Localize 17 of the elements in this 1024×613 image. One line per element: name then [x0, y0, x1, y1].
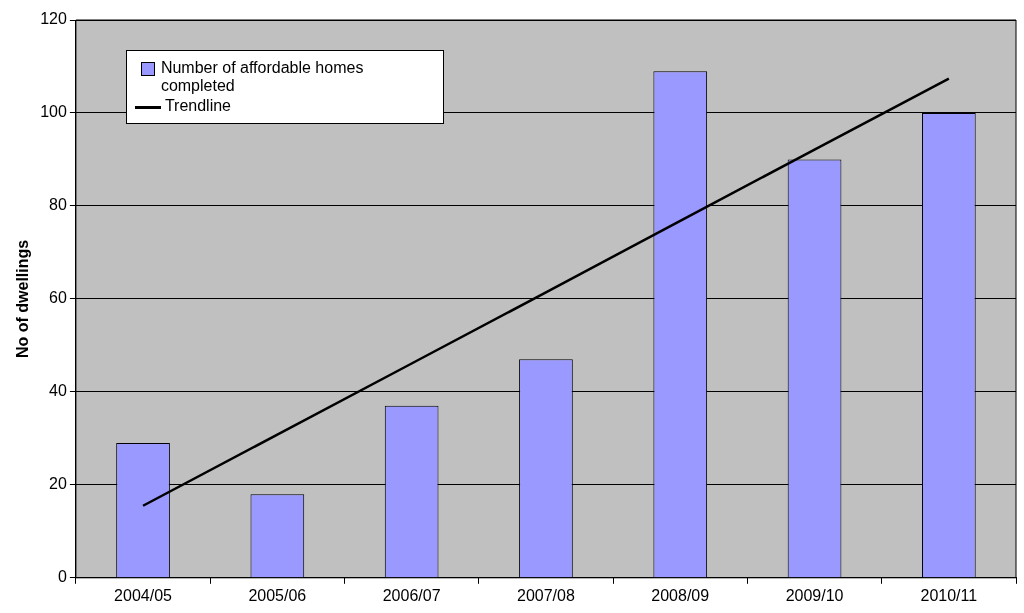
y-tick-label: 80: [49, 196, 67, 214]
y-tick-label: 100: [40, 103, 67, 121]
x-tick-label: 2007/08: [517, 586, 575, 604]
legend-label: Trendline: [164, 97, 231, 115]
x-tick-label: 2010/11: [920, 586, 978, 604]
x-tick-label: 2004/05: [114, 586, 173, 604]
x-tick-label: 2009/10: [785, 586, 844, 604]
legend-label: Number of affordable homes completed: [160, 59, 365, 95]
x-tick-label: 2006/07: [382, 586, 441, 604]
y-tick-label: 40: [49, 382, 67, 400]
x-tick-label: 2005/06: [248, 586, 307, 604]
x-tick-label: 2008/09: [651, 586, 710, 604]
y-axis-title: No of dwellings: [14, 239, 32, 359]
y-tick-label: 0: [57, 568, 67, 586]
y-tick-label: 20: [49, 475, 67, 493]
y-tick-label: 120: [40, 10, 67, 28]
y-tick-label: 60: [49, 289, 67, 307]
